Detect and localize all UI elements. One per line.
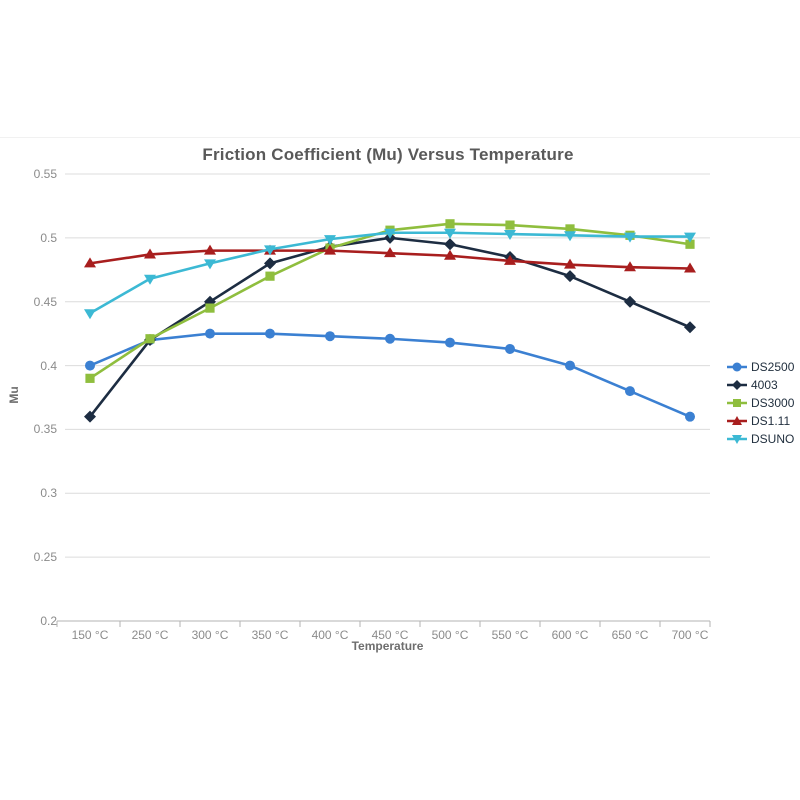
legend-label: DS1.11: [751, 414, 791, 428]
legend: DS2500 4003 DS3000 DS1.11 DSUNO: [727, 360, 794, 446]
series-DS1.11-marker: [684, 262, 696, 273]
legend-triangle-down-icon: [727, 435, 747, 444]
series-DSUNO-marker: [384, 228, 396, 239]
series-DS1.11: [84, 244, 696, 273]
series-DS2500-marker: [85, 360, 95, 371]
chart-title: Friction Coefficient (Mu) Versus Tempera…: [202, 145, 574, 164]
x-axis-title: Temperature: [351, 639, 424, 653]
series-4003-marker: [564, 270, 576, 283]
y-tick-label: 0.45: [33, 294, 57, 309]
y-tick-label: 0.35: [33, 422, 57, 437]
x-tick-label: 400 °C: [311, 628, 349, 642]
y-tick-label: 0.2: [40, 614, 57, 628]
legend-marker: [732, 435, 742, 444]
series-4003-marker: [84, 410, 96, 423]
series-DS1.11-marker: [324, 244, 336, 255]
series-DS1.11-marker: [444, 249, 456, 260]
series-4003-marker: [264, 257, 276, 270]
legend-item-DS3000[interactable]: DS3000: [727, 396, 794, 410]
series-DS1.11-marker: [384, 247, 396, 258]
series-DS1.11-marker: [504, 254, 516, 265]
y-tick-label: 0.4: [40, 358, 57, 373]
x-tick-label: 550 °C: [491, 628, 529, 642]
legend-marker: [732, 416, 742, 425]
x-tick-label: 650 °C: [611, 628, 649, 642]
series-DSUNO-marker: [444, 228, 456, 239]
x-tick-label: 450 °C: [371, 628, 409, 642]
series-DS2500-marker: [385, 333, 395, 344]
legend-triangle-up-icon: [727, 416, 747, 425]
series-DS3000-marker: [145, 334, 155, 344]
x-tick-label: 150 °C: [71, 628, 109, 642]
series-DS1.11-marker: [144, 248, 156, 259]
chart-card-top-border: [0, 137, 800, 138]
series-DS1.11-marker: [84, 257, 96, 268]
series-DS2500-marker: [625, 386, 635, 397]
series-DSUNO-marker: [84, 309, 96, 320]
legend-label: 4003: [751, 378, 778, 392]
series-DSUNO-marker: [504, 230, 516, 241]
series-DSUNO-marker: [324, 235, 336, 246]
series-DS2500-marker: [265, 328, 275, 339]
x-tick-label: 500 °C: [431, 628, 469, 642]
legend-item-DS2500[interactable]: DS2500: [727, 360, 794, 374]
series-DS3000-marker: [445, 219, 455, 229]
y-axis-title: Mu: [7, 386, 21, 404]
series-DSUNO-marker: [684, 232, 696, 243]
legend-label: DS2500: [751, 360, 795, 374]
x-tick-label: 250 °C: [131, 628, 169, 642]
series-DS2500-marker: [205, 328, 215, 339]
series-DSUNO-marker: [204, 259, 216, 270]
series-DS2500-marker: [505, 343, 515, 354]
series-DS3000-marker: [565, 224, 575, 234]
legend-square-icon: [727, 399, 747, 407]
series-DS3000-marker: [505, 220, 515, 230]
series-DS2500-marker: [565, 360, 575, 371]
series-line-DS2500: [88, 332, 692, 418]
legend-marker: [732, 380, 742, 390]
legend-label: DS3000: [751, 396, 795, 410]
legend-item-DSUNO[interactable]: DSUNO: [727, 432, 794, 446]
legend-item-4003[interactable]: 4003: [727, 378, 794, 392]
series-DS2500-marker: [325, 331, 335, 342]
x-tick-label: 300 °C: [191, 628, 229, 642]
x-tick-label: 350 °C: [251, 628, 289, 642]
legend-diamond-icon: [727, 380, 747, 390]
y-tick-label: 0.55: [33, 167, 57, 181]
legend-item-DS1.11[interactable]: DS1.11: [727, 414, 794, 428]
series-DS2500-marker: [445, 337, 455, 348]
series-DS2500-marker: [685, 411, 695, 422]
series-DS1.11-marker: [564, 258, 576, 269]
series-DS2500: [85, 328, 695, 422]
legend-label: DSUNO: [751, 432, 795, 446]
y-tick-label: 0.25: [33, 550, 57, 565]
series-4003-marker: [684, 321, 696, 334]
series-line-DSUNO: [88, 231, 692, 315]
series-DS3000-marker: [205, 303, 215, 313]
series-4003-marker: [624, 295, 636, 308]
x-tick-label: 700 °C: [671, 628, 709, 642]
series-DS1.11-marker: [204, 244, 216, 255]
x-tick-label: 600 °C: [551, 628, 589, 642]
series-DS3000-marker: [85, 373, 95, 383]
series-DSUNO: [84, 228, 696, 320]
series-DSUNO-marker: [264, 245, 276, 256]
y-tick-label: 0.3: [40, 486, 57, 501]
series-DSUNO-marker: [564, 231, 576, 242]
series-4003: [84, 231, 696, 423]
series-DS3000-marker: [685, 239, 695, 249]
y-tick-label: 0.5: [40, 230, 57, 245]
series-line-DS3000: [88, 222, 692, 380]
legend-marker: [733, 399, 741, 407]
series-4003-marker: [444, 238, 456, 251]
legend-circle-icon: [727, 362, 747, 372]
series-DS3000-marker: [265, 271, 275, 281]
legend-marker: [732, 362, 742, 372]
series-DSUNO-marker: [624, 232, 636, 243]
series-DSUNO-marker: [144, 274, 156, 285]
series-DS1.11-marker: [624, 261, 636, 272]
